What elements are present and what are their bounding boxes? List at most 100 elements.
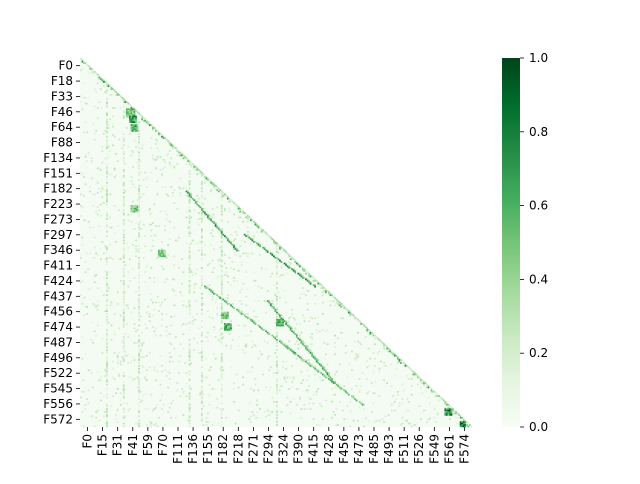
heatmap-cell: [106, 212, 108, 214]
heatmap-cell: [461, 421, 464, 423]
heatmap-cell: [174, 294, 177, 297]
heatmap-cell: [200, 180, 203, 183]
heatmap-cell: [200, 241, 203, 243]
heatmap-cell: [104, 310, 107, 312]
heatmap-cell: [107, 290, 110, 292]
heatmap-cell: [106, 192, 108, 194]
heatmap-cell: [220, 251, 223, 253]
heatmap-cell: [102, 395, 105, 397]
heatmap-cell: [200, 346, 203, 348]
heatmap-cell: [344, 307, 347, 310]
heatmap-cell: [450, 408, 453, 410]
heatmap-cell: [80, 256, 82, 259]
heatmap-cell: [138, 245, 140, 248]
heatmap-cell: [197, 218, 200, 220]
heatmap-cell: [200, 326, 203, 328]
heatmap-cell: [320, 287, 323, 289]
heatmap-cell: [271, 252, 274, 255]
heatmap-cell: [90, 386, 93, 389]
row-tick-label: F33: [51, 89, 73, 103]
heatmap-cell: [253, 414, 255, 416]
heatmap-cell: [312, 284, 315, 286]
heatmap-cell: [83, 60, 85, 63]
heatmap-cell: [122, 153, 125, 155]
heatmap-cell: [122, 114, 125, 116]
heatmap-cell: [325, 399, 327, 402]
heatmap-cell: [276, 295, 278, 298]
heatmap-cell: [378, 395, 381, 397]
heatmap-cell: [83, 131, 85, 134]
heatmap-cell: [225, 317, 228, 320]
heatmap-cell: [374, 357, 376, 360]
heatmap-cell: [398, 405, 401, 408]
heatmap-cell: [170, 316, 173, 318]
heatmap-cell: [344, 344, 347, 347]
heatmap-cell: [300, 339, 303, 341]
heatmap-cell: [305, 360, 307, 363]
heatmap-cell: [139, 228, 142, 230]
heatmap-cell: [106, 375, 108, 377]
row-tick-label: F273: [43, 212, 73, 226]
heatmap-cell: [227, 316, 229, 318]
heatmap-cell: [230, 233, 232, 236]
heatmap-cell: [122, 138, 125, 141]
heatmap-cell: [423, 382, 425, 385]
heatmap-cell: [314, 284, 317, 286]
heatmap-cell: [168, 220, 171, 223]
heatmap-cell: [308, 279, 310, 282]
heatmap-cell: [132, 119, 134, 122]
heatmap-cell: [106, 125, 108, 128]
heatmap-cell: [309, 316, 312, 318]
heatmap-cell: [317, 281, 320, 284]
heatmap-cell: [188, 305, 191, 308]
heatmap-cell: [386, 346, 389, 348]
heatmap-cell: [127, 109, 130, 112]
heatmap-cell: [200, 254, 203, 256]
heatmap-cell: [409, 367, 411, 370]
row-tick-label: F474: [43, 320, 73, 334]
heatmap-cell: [220, 390, 223, 393]
heatmap-cell: [445, 402, 448, 405]
heatmap-cell: [86, 131, 88, 134]
column-tick-label: F59: [141, 434, 155, 456]
heatmap-cell: [220, 305, 223, 308]
heatmap-cell: [199, 392, 202, 395]
heatmap-cell: [106, 179, 108, 181]
heatmap-cell: [259, 243, 261, 246]
heatmap-cell: [200, 278, 203, 281]
heatmap-cell: [254, 223, 257, 226]
heatmap-cell: [191, 271, 194, 274]
heatmap-cell: [260, 268, 263, 271]
heatmap-cell: [306, 408, 309, 410]
heatmap-cell: [122, 386, 125, 389]
heatmap-cell: [447, 412, 450, 415]
heatmap-cell: [404, 363, 407, 366]
heatmap-cell: [151, 157, 154, 160]
heatmap-cell: [219, 334, 222, 337]
heatmap-cell: [266, 333, 269, 335]
heatmap-cell: [133, 121, 136, 124]
heatmap-cell: [188, 370, 191, 373]
heatmap-cell: [122, 297, 125, 299]
heatmap-cell: [326, 376, 329, 379]
heatmap-cell: [145, 265, 148, 268]
colorbar-tick-label: 1.0: [529, 51, 548, 65]
heatmap-cell: [151, 239, 154, 242]
heatmap-cell: [90, 321, 93, 324]
heatmap-cell: [246, 230, 249, 233]
heatmap-cell: [340, 305, 343, 308]
heatmap-cell: [164, 254, 166, 256]
heatmap-cell: [179, 291, 182, 294]
heatmap-cell: [125, 242, 128, 245]
heatmap-cell: [289, 347, 292, 350]
heatmap-cell: [315, 359, 318, 361]
heatmap-cell: [197, 352, 200, 354]
heatmap-cell: [132, 356, 134, 359]
heatmap-cell: [254, 222, 257, 225]
heatmap-cell: [233, 251, 235, 253]
heatmap-cell: [387, 414, 390, 416]
heatmap-cell: [132, 114, 134, 116]
heatmap-cell: [106, 199, 108, 201]
heatmap-cell: [390, 385, 393, 387]
